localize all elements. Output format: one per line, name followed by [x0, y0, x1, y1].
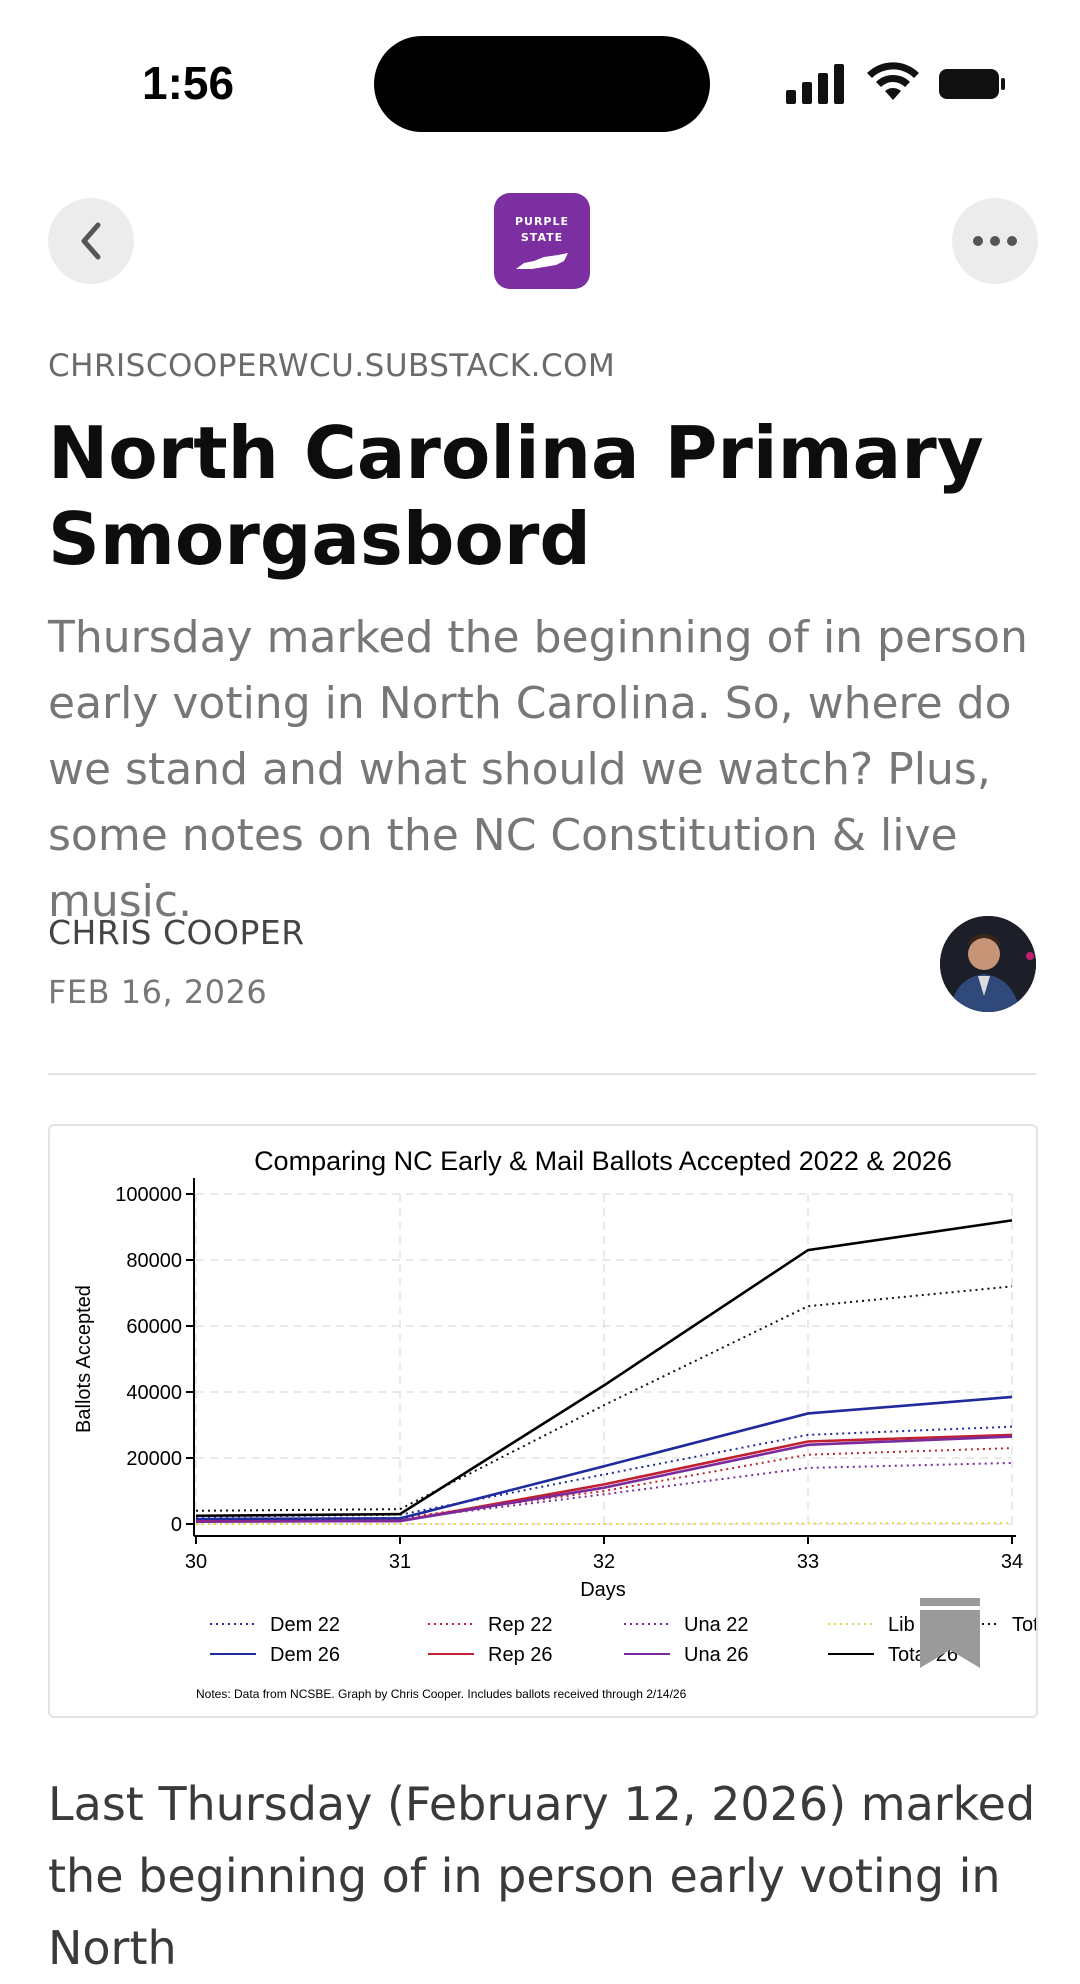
logo-text-line2: STATE	[520, 231, 564, 244]
y-tick-label: 80000	[126, 1250, 182, 1272]
y-tick-label: 60000	[126, 1316, 182, 1338]
y-axis-label: Ballots Accepted	[73, 1285, 95, 1433]
status-time: 1:56	[142, 57, 235, 109]
post-title: North Carolina Primary Smorgasbord	[48, 411, 984, 581]
chart-figure[interactable]: Comparing NC Early & Mail Ballots Accept…	[48, 1124, 1038, 1718]
series-line-dem-26	[195, 1395, 1013, 1521]
line-chart: Comparing NC Early & Mail Ballots Accept…	[73, 1146, 1036, 1701]
author-name[interactable]: CHRIS COOPER	[48, 913, 305, 952]
bookmark-icon[interactable]	[920, 1598, 980, 1668]
battery-icon	[939, 69, 1005, 99]
back-button[interactable]	[48, 198, 134, 284]
x-tick-label: 30	[185, 1551, 207, 1573]
legend-label: Una 22	[684, 1614, 749, 1636]
status-bar: 1:56	[0, 0, 1080, 140]
chart-title: Comparing NC Early & Mail Ballots Accept…	[254, 1146, 952, 1176]
y-tick-label: 100000	[115, 1184, 182, 1206]
cellular-signal-icon	[786, 64, 844, 104]
series-line-una-26	[195, 1435, 1013, 1523]
dynamic-island	[374, 36, 710, 132]
x-tick-label: 33	[797, 1551, 819, 1573]
x-tick-label: 34	[1001, 1551, 1023, 1573]
legend-label: Total 22	[1012, 1614, 1036, 1636]
y-tick-label: 0	[171, 1514, 182, 1536]
divider	[48, 1073, 1036, 1075]
legend-label: Dem 22	[270, 1614, 340, 1636]
post-date: FEB 16, 2026	[48, 973, 268, 1011]
chart-note: Notes: Data from NCSBE. Graph by Chris C…	[196, 1687, 687, 1701]
series-line-total-22	[195, 1285, 1013, 1512]
ellipsis-icon	[973, 236, 1017, 246]
publication-domain[interactable]: CHRISCOOPERWCU.SUBSTACK.COM	[48, 348, 616, 384]
series-line-total-26	[195, 1219, 1013, 1518]
series-line-una-22	[195, 1461, 1013, 1522]
y-tick-label: 40000	[126, 1382, 182, 1404]
post-subtitle: Thursday marked the beginning of in pers…	[48, 612, 1028, 927]
series-line-rep-22	[195, 1447, 1013, 1521]
author-photo	[940, 916, 1036, 1012]
chevron-left-icon	[81, 222, 101, 260]
north-carolina-map-icon	[516, 253, 568, 269]
logo-text-line1: PURPLE	[514, 215, 570, 228]
x-axis-label: Days	[580, 1579, 626, 1601]
more-options-button[interactable]	[952, 198, 1038, 284]
legend-label: Dem 26	[270, 1644, 340, 1666]
legend-label: Una 26	[684, 1644, 749, 1666]
series-line-lib-22	[196, 1522, 1013, 1525]
x-tick-label: 32	[593, 1551, 615, 1573]
article-body-paragraph: Last Thursday (February 12, 2026) marked…	[48, 1777, 1036, 1975]
publication-logo[interactable]: PURPLE STATE	[494, 193, 590, 289]
legend-label: Rep 22	[488, 1614, 553, 1636]
author-avatar[interactable]	[940, 916, 1036, 1012]
y-tick-label: 20000	[126, 1448, 182, 1470]
x-tick-label: 31	[389, 1551, 411, 1573]
legend-label: Rep 26	[488, 1644, 553, 1666]
wifi-icon	[867, 62, 919, 100]
